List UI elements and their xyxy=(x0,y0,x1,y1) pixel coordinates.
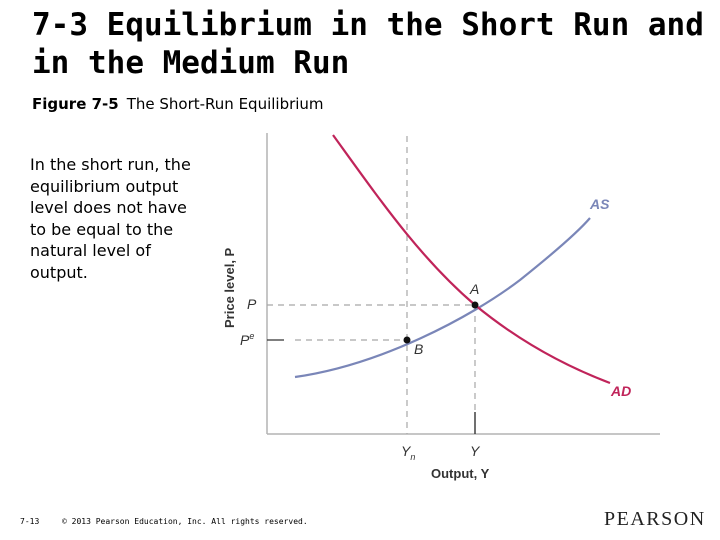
tick-label-p: P xyxy=(247,296,257,312)
tick-label-y: Y xyxy=(470,443,481,459)
figure-title: The Short-Run Equilibrium xyxy=(126,95,324,113)
figure-label: Figure 7-5 xyxy=(32,95,119,113)
as-curve xyxy=(294,217,591,379)
point-a-marker xyxy=(471,301,479,309)
y-axis-label: Price level, P xyxy=(222,247,237,328)
pearson-logo: PEARSON xyxy=(604,508,706,530)
copyright-text: © 2013 Pearson Education, Inc. All right… xyxy=(62,517,308,526)
slide-number: 7-13 xyxy=(20,517,40,526)
ad-curve-label: AD xyxy=(610,383,631,399)
point-b-label: B xyxy=(414,341,423,357)
x-axis-label: Output, Y xyxy=(431,466,490,481)
tick-label-yn: Yn xyxy=(401,443,415,462)
point-b-marker xyxy=(403,336,411,344)
point-a-label: A xyxy=(469,281,479,297)
ad-curve xyxy=(332,134,611,385)
tick-label-pe: Pe xyxy=(240,331,254,348)
slide-title: 7-3 Equilibrium in the Short Run and in … xyxy=(32,7,704,81)
as-curve-label: AS xyxy=(589,196,610,212)
figure-caption: Figure 7-5 The Short-Run Equilibrium xyxy=(32,95,324,113)
description-text: In the short run, the equilibrium output… xyxy=(30,155,191,282)
